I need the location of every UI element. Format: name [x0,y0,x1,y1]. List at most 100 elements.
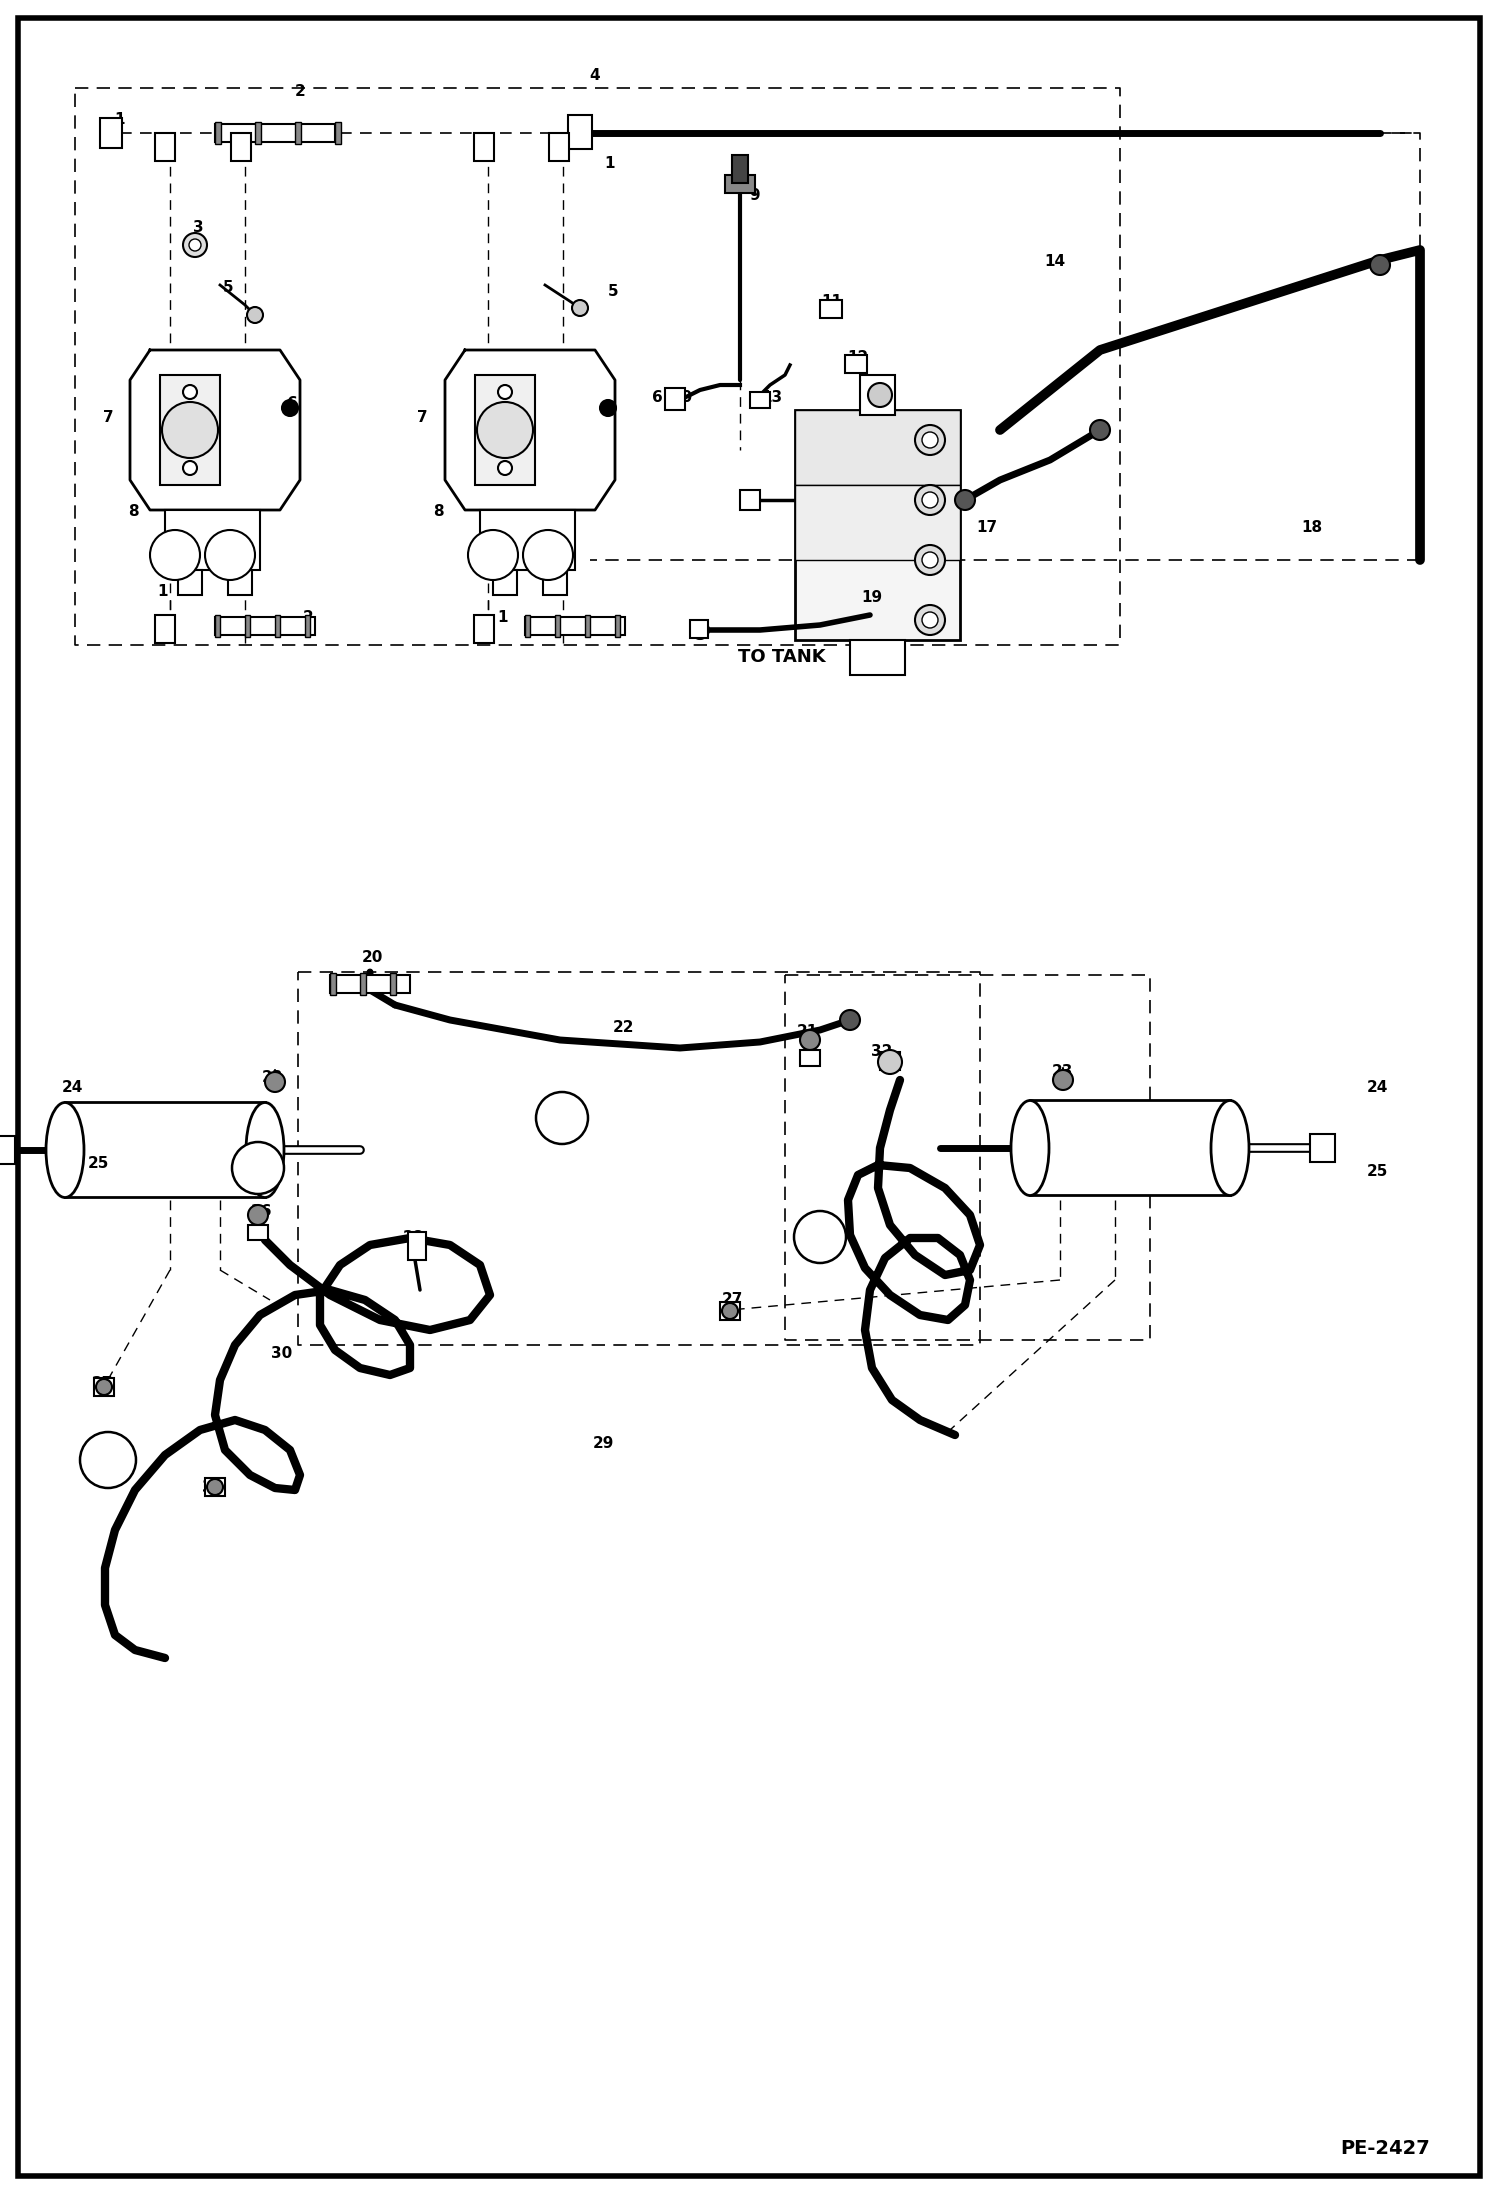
Bar [330,972,336,996]
Bar [246,614,250,636]
Bar [100,118,121,147]
Bar [860,375,894,415]
Text: 24: 24 [1366,1079,1387,1095]
Text: C: C [556,1108,568,1128]
Text: 9: 9 [749,189,761,204]
Circle shape [536,1093,589,1143]
Circle shape [189,239,201,250]
Bar [154,134,175,160]
Text: 29: 29 [592,1435,614,1450]
Bar [479,509,575,570]
Text: 5: 5 [223,279,234,294]
Bar [750,393,770,408]
Circle shape [150,531,201,579]
Bar [795,485,960,559]
Bar [389,972,395,996]
Bar [493,570,517,595]
Text: 26: 26 [252,1205,273,1220]
Circle shape [921,612,938,627]
Bar [475,375,535,485]
Text: 22: 22 [613,1020,634,1036]
Bar [845,355,867,373]
Text: 19: 19 [861,590,882,606]
Circle shape [249,1205,268,1224]
Text: 24: 24 [61,1079,82,1095]
Circle shape [840,1009,860,1029]
Bar [0,1136,15,1165]
Circle shape [497,461,512,474]
Text: 8: 8 [127,505,138,520]
Text: 3: 3 [193,222,204,235]
Text: 31: 31 [202,1479,223,1494]
Circle shape [183,384,198,399]
Circle shape [96,1380,112,1395]
Ellipse shape [246,1104,285,1198]
Bar [524,617,625,634]
Bar [879,1051,900,1071]
Circle shape [207,1479,223,1494]
Bar [64,1101,265,1198]
Circle shape [601,399,616,417]
Text: 25: 25 [87,1156,109,1172]
Bar [849,641,905,676]
Text: 15: 15 [881,439,903,454]
Bar [216,123,222,145]
Text: 7: 7 [416,410,427,426]
Bar [216,614,220,636]
Circle shape [265,1073,285,1093]
Circle shape [205,531,255,579]
Text: 4: 4 [590,68,601,83]
Circle shape [915,485,945,516]
Text: 13: 13 [761,391,782,406]
Circle shape [467,531,518,579]
Bar [1309,1134,1335,1163]
Circle shape [162,402,219,459]
Bar [586,614,590,636]
Text: 23: 23 [1052,1064,1073,1079]
Text: C: C [487,548,499,562]
Circle shape [572,301,589,316]
Bar [330,974,410,994]
Bar [165,509,261,570]
Circle shape [691,621,709,638]
Text: A: A [102,1450,114,1470]
Bar [276,614,280,636]
Circle shape [921,491,938,509]
Circle shape [722,1303,739,1319]
Circle shape [476,402,533,459]
Bar [542,570,568,595]
Text: 30: 30 [271,1345,292,1360]
Circle shape [183,233,207,257]
Bar [336,123,342,145]
Text: 17: 17 [977,520,998,535]
Circle shape [232,1143,285,1194]
Bar [554,614,560,636]
Bar [691,621,709,638]
Text: B: B [225,548,235,562]
Bar [154,614,175,643]
Circle shape [794,1211,846,1264]
Text: D: D [813,1229,827,1246]
Circle shape [247,307,264,323]
Text: PE-2427: PE-2427 [1341,2139,1431,2157]
Circle shape [915,544,945,575]
Text: 1: 1 [605,156,616,171]
Bar [740,489,759,509]
Bar [665,388,685,410]
Text: 1: 1 [497,610,508,625]
Circle shape [921,553,938,568]
Text: D: D [542,548,554,562]
Bar [94,1378,114,1395]
Text: 32: 32 [872,1044,893,1060]
Text: 2: 2 [303,610,313,625]
Text: 21: 21 [797,1025,818,1040]
Text: 27: 27 [91,1376,112,1391]
Text: 11: 11 [821,294,842,309]
Circle shape [921,432,938,448]
Circle shape [523,531,574,579]
Text: 16: 16 [926,480,948,494]
Circle shape [867,384,891,408]
Bar [800,1051,819,1066]
Text: 18: 18 [1302,520,1323,535]
Bar [548,134,569,160]
